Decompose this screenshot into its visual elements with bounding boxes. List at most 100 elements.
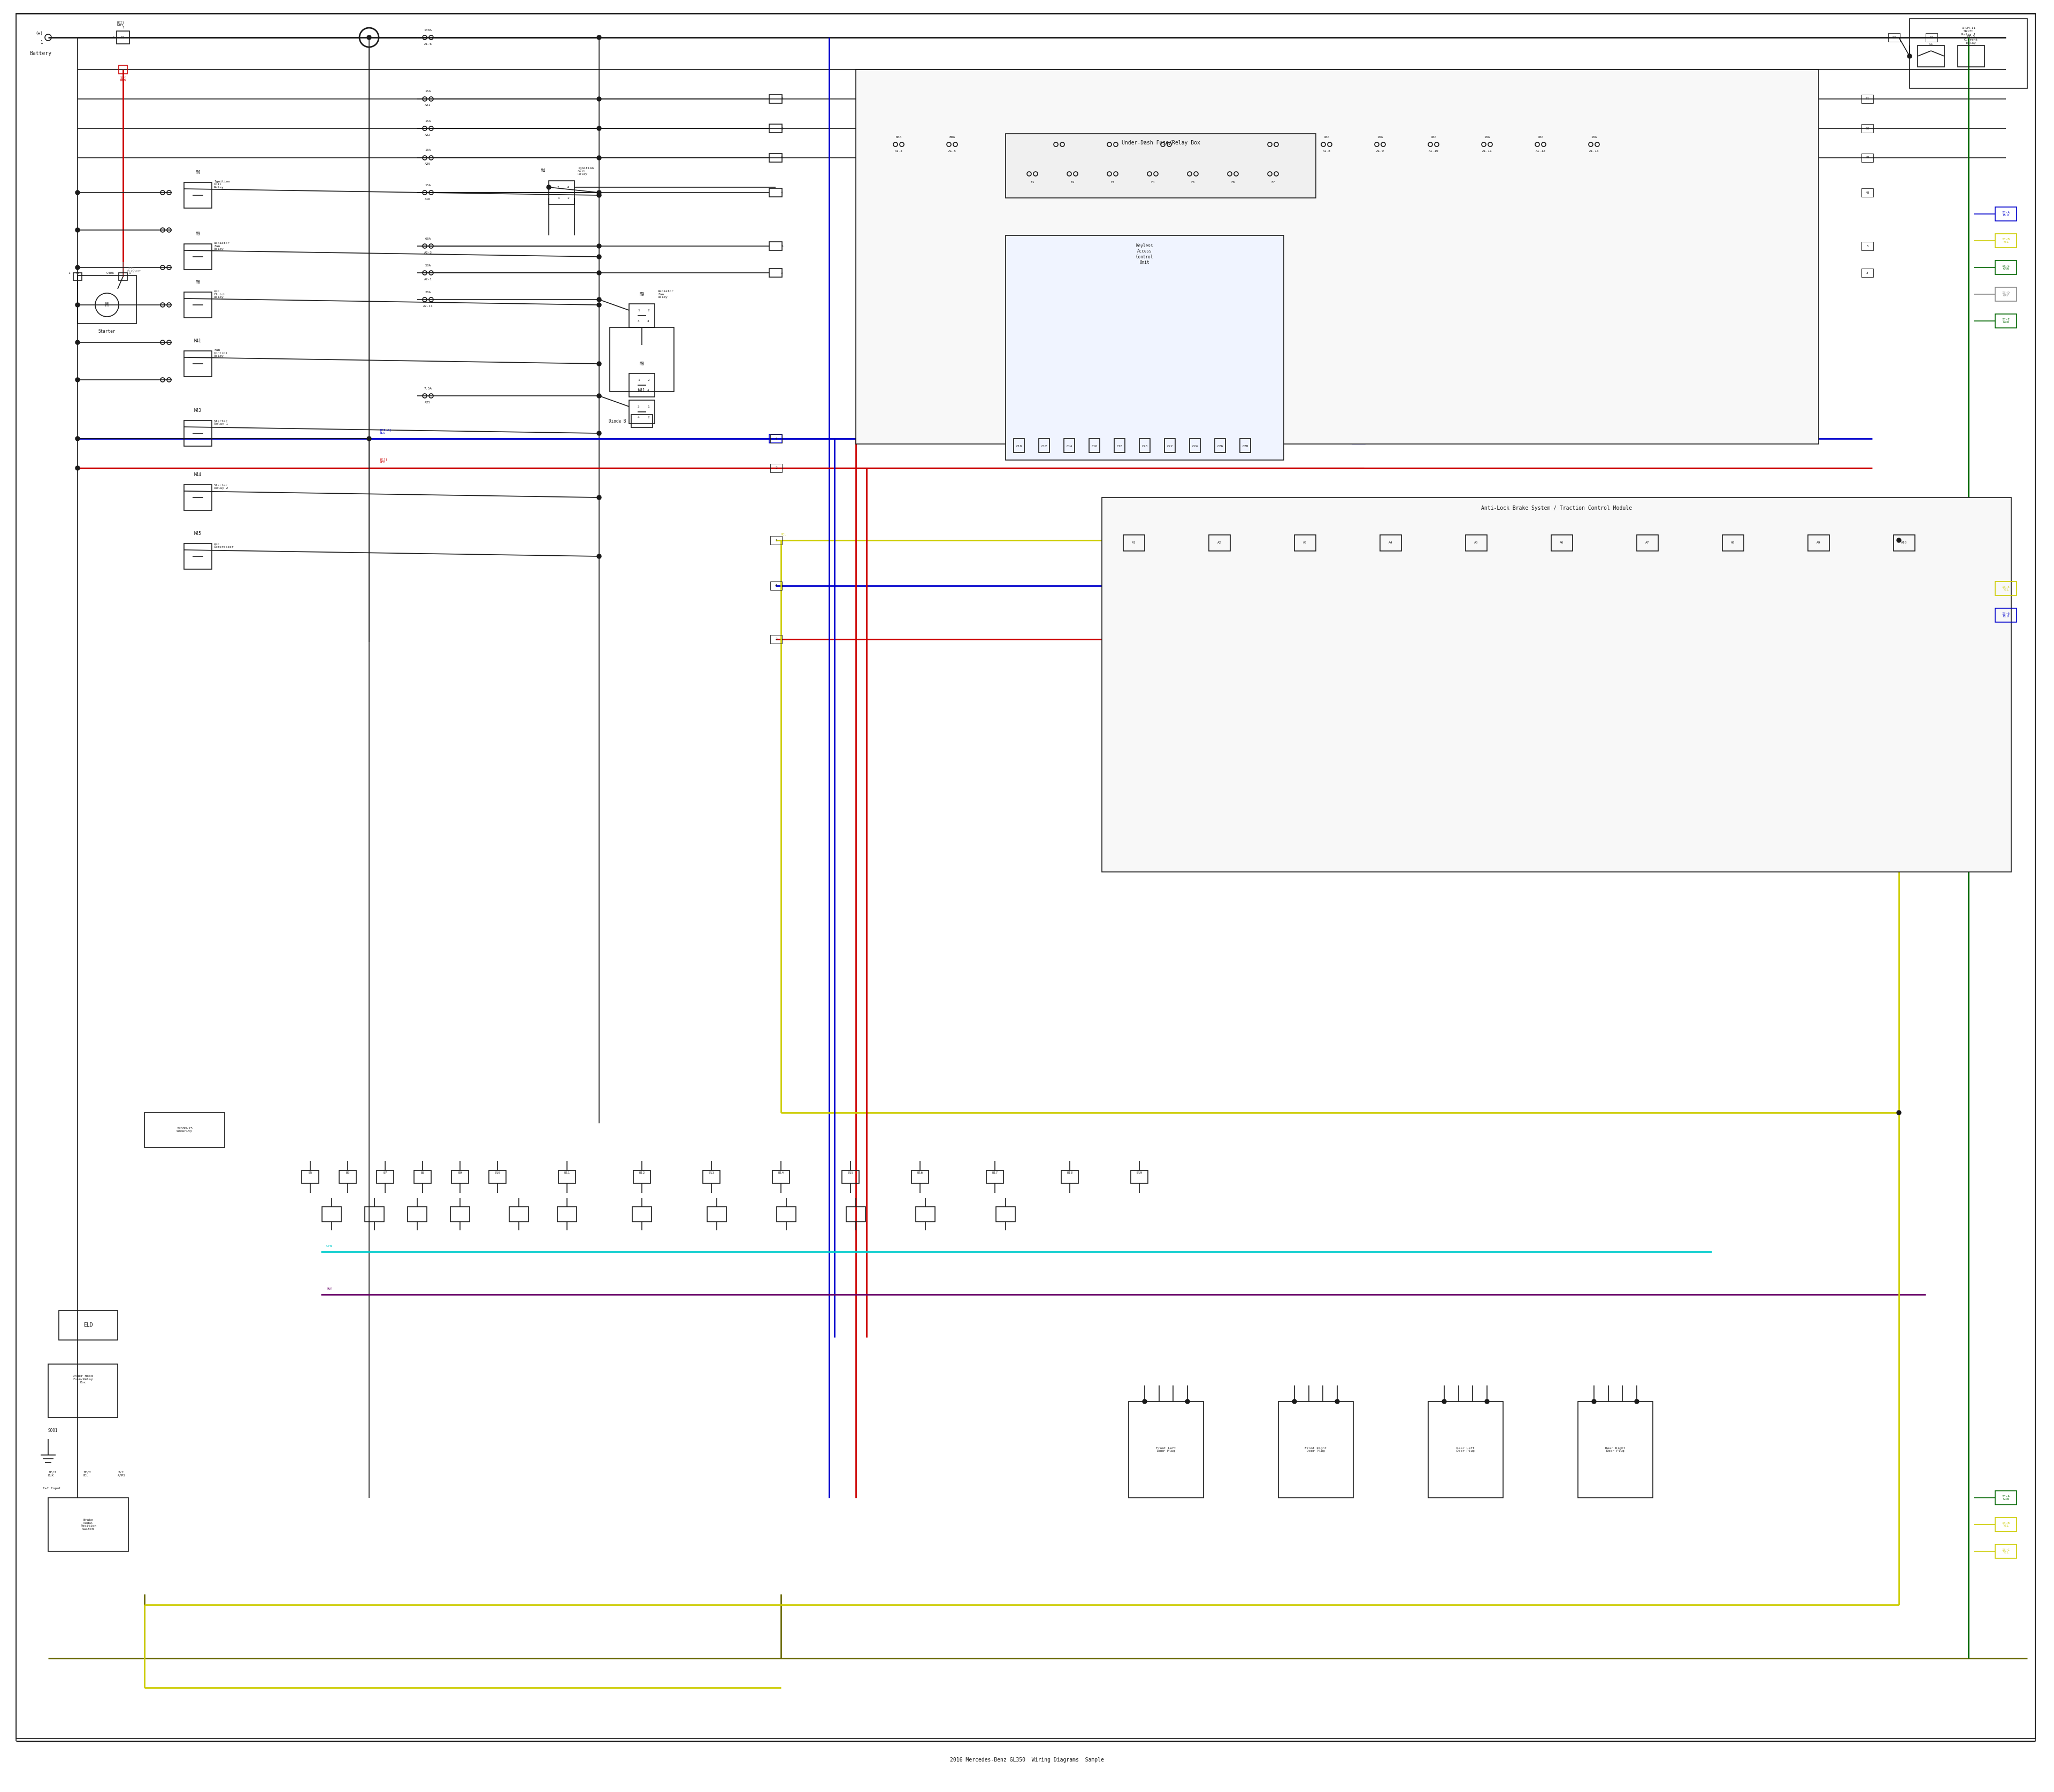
Bar <box>912 1170 928 1183</box>
Bar <box>768 124 783 133</box>
Bar <box>450 1206 470 1222</box>
Bar <box>1994 1518 2017 1532</box>
Circle shape <box>1142 1400 1146 1403</box>
Bar <box>47 1498 127 1552</box>
Bar <box>185 543 212 570</box>
Text: A16: A16 <box>425 197 431 201</box>
Bar <box>629 305 655 328</box>
Text: IE-5
YEL: IE-5 YEL <box>2003 586 2011 591</box>
Text: A1-13: A1-13 <box>1590 149 1598 152</box>
Text: A6: A6 <box>1559 541 1563 545</box>
Bar <box>1861 188 1873 197</box>
Text: A/C
Compressor: A/C Compressor <box>214 543 234 548</box>
Bar <box>1994 287 2017 301</box>
Bar <box>631 414 653 428</box>
Bar <box>117 30 129 43</box>
Text: T1: T1 <box>121 36 125 39</box>
Bar <box>768 269 783 278</box>
Text: A2: A2 <box>1218 541 1222 545</box>
Bar <box>1352 434 1366 444</box>
Text: Starter
Relay 2: Starter Relay 2 <box>214 484 228 489</box>
Text: IE-C
GRN: IE-C GRN <box>2003 265 2011 271</box>
Bar <box>1910 18 2027 88</box>
Text: C10: C10 <box>1017 446 1023 448</box>
Text: B13: B13 <box>709 1172 715 1174</box>
Text: M8: M8 <box>639 362 645 366</box>
Text: A1: A1 <box>1132 541 1136 545</box>
Text: 50: 50 <box>1865 127 1869 129</box>
Text: A1-4: A1-4 <box>896 149 902 152</box>
Text: M41: M41 <box>195 339 201 344</box>
Text: F3: F3 <box>1111 181 1115 183</box>
Bar <box>509 1206 528 1222</box>
Circle shape <box>76 466 80 470</box>
Text: 10A: 10A <box>425 149 431 152</box>
Text: M41: M41 <box>639 389 645 392</box>
Bar <box>633 1170 651 1183</box>
Bar <box>996 1206 1015 1222</box>
Text: 60A: 60A <box>425 237 431 240</box>
Bar <box>1380 536 1401 550</box>
Text: A8: A8 <box>1732 541 1736 545</box>
Text: A29: A29 <box>425 163 431 165</box>
Text: C16: C16 <box>1091 446 1097 448</box>
Bar <box>986 1170 1004 1183</box>
Bar <box>770 434 783 443</box>
Text: IE-E
GRN: IE-E GRN <box>2003 317 2011 324</box>
Text: A3: A3 <box>1302 541 1306 545</box>
Text: 10A: 10A <box>1376 136 1382 138</box>
Text: Radiator
Fan
Relay: Radiator Fan Relay <box>214 242 230 251</box>
Circle shape <box>598 495 602 500</box>
Text: IPDOM-75
Security: IPDOM-75 Security <box>177 1127 193 1133</box>
Bar <box>1861 154 1873 161</box>
Text: A1-5: A1-5 <box>949 149 955 152</box>
Bar <box>1861 242 1873 251</box>
Bar <box>1994 208 2017 220</box>
Bar <box>768 154 783 161</box>
Bar <box>916 1206 935 1222</box>
Circle shape <box>1896 538 1902 543</box>
Bar <box>633 1206 651 1222</box>
Bar <box>47 1364 117 1417</box>
Text: A1-11: A1-11 <box>1483 149 1491 152</box>
Circle shape <box>1485 1400 1489 1403</box>
Text: 5A: 5A <box>1111 136 1115 138</box>
Bar <box>1808 536 1830 550</box>
Text: Battery: Battery <box>29 50 51 56</box>
Circle shape <box>598 297 602 301</box>
Circle shape <box>76 303 80 306</box>
Text: 5A: 5A <box>1165 136 1169 138</box>
Bar <box>1124 536 1144 550</box>
Text: M45: M45 <box>195 530 201 536</box>
Text: Fan
Control
Relay: Fan Control Relay <box>214 349 228 357</box>
Circle shape <box>598 156 602 159</box>
Bar <box>185 351 212 376</box>
Text: A1-9: A1-9 <box>1376 149 1384 152</box>
Text: (+): (+) <box>35 30 43 36</box>
Text: IE/I
YEL: IE/I YEL <box>82 1471 90 1477</box>
Circle shape <box>598 125 602 131</box>
Circle shape <box>76 437 80 441</box>
Bar <box>144 1113 224 1147</box>
Text: A21: A21 <box>425 104 431 108</box>
Text: M9: M9 <box>639 292 645 297</box>
Bar <box>1861 124 1873 133</box>
Text: A1-1: A1-1 <box>1163 149 1171 152</box>
Bar <box>557 1206 577 1222</box>
Text: IE-B
YEL: IE-B YEL <box>2003 1521 2011 1527</box>
Text: 100A: 100A <box>423 29 431 30</box>
Text: 51: 51 <box>1865 97 1869 100</box>
Circle shape <box>76 340 80 344</box>
Text: Under-Dash Fuse/Relay Box: Under-Dash Fuse/Relay Box <box>1121 140 1200 145</box>
Text: IE/I
BLK: IE/I BLK <box>47 1471 55 1477</box>
Text: 10A: 10A <box>1592 136 1598 138</box>
Text: C14: C14 <box>1066 446 1072 448</box>
Bar <box>339 1170 355 1183</box>
Text: IE-D
GRY: IE-D GRY <box>2003 292 2011 297</box>
Circle shape <box>76 378 80 382</box>
Text: C28: C28 <box>1243 446 1249 448</box>
Text: 5A: 5A <box>1058 136 1062 138</box>
Bar <box>857 70 1818 444</box>
Circle shape <box>1335 1400 1339 1403</box>
Bar <box>702 1170 721 1183</box>
